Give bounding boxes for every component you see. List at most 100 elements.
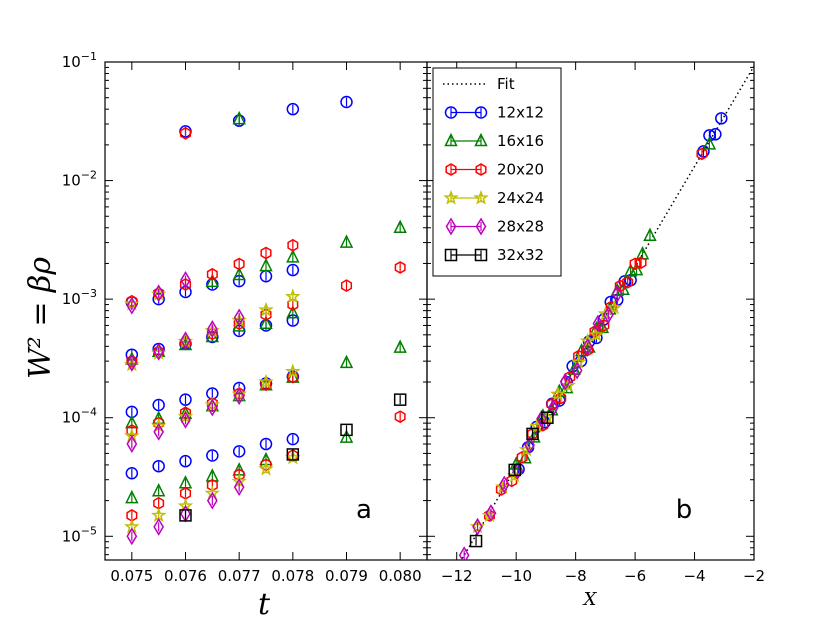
- legend-label: 20x20: [497, 161, 544, 179]
- legend-box: [432, 67, 562, 277]
- panel-a: 10−5 10−4 10−3 10−2 10−1 0.075 0.076 0.077 0.078…: [62, 50, 428, 585]
- point-12x12: [286, 432, 300, 446]
- x-tick-label: −2: [743, 567, 765, 585]
- point-20x20: [287, 370, 299, 384]
- point-28x28: [524, 435, 535, 454]
- point-20x20: [394, 410, 406, 424]
- point-32x32: [340, 423, 353, 437]
- point-20x20: [260, 308, 272, 321]
- point-12x12: [715, 112, 728, 125]
- points-b: [458, 64, 754, 560]
- point-12x12: [286, 263, 300, 277]
- fit-line: [460, 64, 754, 560]
- x-tick-label: 0.077: [218, 567, 261, 585]
- point-20x20: [206, 267, 218, 281]
- series-20x20: [483, 147, 708, 522]
- x-tick-label: −6: [624, 567, 646, 585]
- point-28x28: [126, 296, 138, 315]
- x-tick-label: 0.078: [271, 567, 314, 585]
- point-20x20: [179, 127, 192, 140]
- point-20x20: [206, 327, 218, 341]
- point-28x28: [498, 475, 510, 494]
- y-tick-label: 10−3: [62, 287, 97, 308]
- point-12x12: [340, 95, 353, 109]
- y-tick-label: 10−5: [62, 524, 97, 545]
- point-32x32: [393, 393, 407, 406]
- point-20x20: [483, 509, 495, 522]
- y-axis-label: W² = βρ: [23, 257, 58, 379]
- point-32x32: [179, 509, 192, 522]
- point-20x20: [287, 238, 299, 252]
- point-20x20: [260, 378, 272, 392]
- legend-label: 32x32: [497, 246, 544, 264]
- point-32x32: [469, 534, 483, 548]
- point-12x12: [259, 437, 273, 451]
- y-tick-label: 10−2: [62, 169, 97, 190]
- points-a: [123, 95, 407, 546]
- legend-label: 24x24: [497, 189, 544, 207]
- point-28x28: [602, 305, 614, 324]
- y-tick-label: 10−4: [62, 406, 97, 427]
- point-28x28: [233, 478, 245, 497]
- point-12x12: [286, 102, 300, 116]
- x-tick-label: 0.079: [325, 567, 368, 585]
- point-28x28: [571, 361, 583, 380]
- point-28x28: [582, 338, 593, 356]
- point-12x12: [152, 398, 165, 412]
- point-28x28: [592, 314, 604, 333]
- point-28x28: [153, 342, 165, 361]
- y-tick-label: 10−1: [62, 50, 97, 71]
- point-12x12: [232, 445, 246, 458]
- point-28x28: [458, 546, 470, 560]
- point-32x32: [526, 427, 539, 441]
- point-20x20: [153, 286, 165, 300]
- x-axis-label-a: t: [258, 587, 271, 622]
- legend-marker-20x20: [445, 163, 457, 176]
- x-tick-label: −4: [683, 567, 705, 585]
- point-20x20: [629, 257, 641, 271]
- point-20x20: [516, 451, 528, 464]
- point-12x12: [179, 454, 192, 468]
- panel-label-a: a: [356, 495, 372, 525]
- panel-label-b: b: [676, 495, 693, 525]
- x-tick-label: 0.080: [379, 567, 422, 585]
- legend-marker-28x28: [445, 217, 457, 236]
- legend-label: 16x16: [497, 132, 544, 150]
- point-20x20: [287, 298, 299, 311]
- point-12x12: [152, 459, 165, 473]
- legend-marker-20x20: [475, 163, 487, 176]
- panel-b: −12 −10 −8 −6 −4 −2: [426, 61, 765, 585]
- legend-label: 28x28: [497, 218, 544, 236]
- point-28x28: [206, 398, 218, 417]
- x-tick-label: −8: [565, 567, 587, 585]
- point-28x28: [206, 320, 218, 338]
- point-28x28: [485, 504, 497, 522]
- point-20x20: [622, 275, 634, 289]
- point-28x28: [180, 410, 191, 429]
- x-tick-label: −12: [441, 567, 473, 585]
- point-20x20: [233, 317, 245, 331]
- legend-label: Fit: [497, 75, 515, 93]
- legend-marker-28x28: [475, 217, 487, 236]
- point-32x32: [286, 448, 300, 461]
- point-28x28: [472, 517, 483, 536]
- x-tick-label: 0.076: [164, 567, 207, 585]
- point-20x20: [394, 261, 406, 274]
- point-28x28: [180, 331, 191, 350]
- point-28x28: [153, 284, 165, 303]
- point-28x28: [206, 491, 218, 510]
- point-28x28: [180, 271, 191, 289]
- point-28x28: [559, 372, 571, 391]
- point-20x20: [260, 246, 272, 260]
- point-28x28: [233, 308, 245, 327]
- point-28x28: [611, 284, 623, 303]
- point-28x28: [126, 527, 138, 546]
- x-tick-label: 0.075: [110, 567, 153, 585]
- point-28x28: [153, 422, 165, 441]
- series-32x32: [179, 393, 407, 522]
- point-20x20: [506, 474, 518, 488]
- legend: Fit 12x12 16x16 20x20 24x24 28x28 32x32: [432, 67, 562, 277]
- x-axis-label-b: X: [582, 589, 598, 610]
- point-12x12: [125, 467, 139, 480]
